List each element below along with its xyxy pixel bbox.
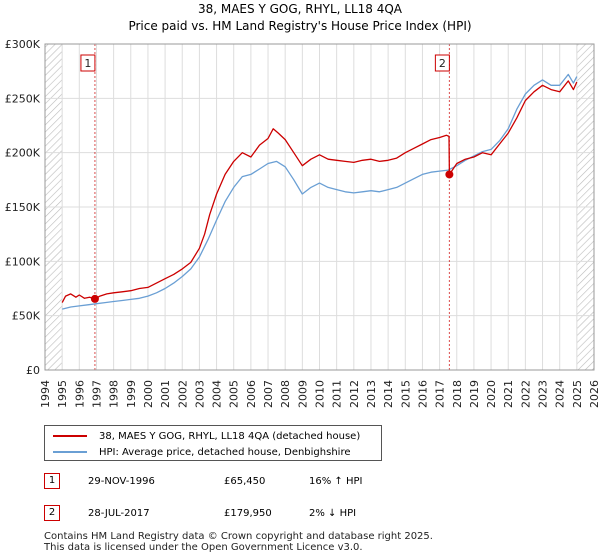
property-price-line [61, 80, 578, 303]
x-tick-label: 2001 [159, 380, 172, 408]
x-tick-label: 2014 [382, 380, 395, 408]
x-tick-label: 2020 [485, 380, 498, 408]
legend-item-hpi: HPI: Average price, detached house, Denb… [53, 445, 350, 459]
sale-marker-badge: 2 [44, 505, 60, 521]
x-tick-label: 2013 [365, 380, 378, 408]
sale-point [445, 170, 454, 179]
y-tick-label: £100K [5, 255, 41, 268]
x-tick-label: 2021 [502, 380, 515, 408]
sale-label-text: 2 [439, 57, 446, 70]
sale-date: 29-NOV-1996 [88, 475, 155, 487]
x-tick-label: 2018 [451, 380, 464, 408]
footer-line-2: This data is licensed under the Open Gov… [44, 542, 363, 553]
legend-label-property: 38, MAES Y GOG, RHYL, LL18 4QA (detached… [99, 430, 361, 442]
sale-date: 28-JUL-2017 [88, 507, 150, 519]
sale-price: £65,450 [224, 475, 266, 487]
x-tick-label: 2011 [331, 380, 344, 408]
x-tick-label: 1997 [90, 380, 103, 408]
legend-swatch-property [53, 435, 87, 437]
x-tick-label: 1996 [73, 380, 86, 408]
x-tick-label: 2003 [193, 380, 206, 408]
sale-label-box [434, 54, 450, 72]
x-tick-label: 2004 [211, 380, 224, 408]
chart-legend: 38, MAES Y GOG, RHYL, LL18 4QA (detached… [44, 425, 382, 461]
sale-label-box [80, 54, 96, 72]
legend-swatch-hpi [53, 451, 87, 453]
x-tick-label: 2006 [245, 380, 258, 408]
x-tick-label: 1998 [108, 380, 121, 408]
x-tick-label: 2000 [142, 380, 155, 408]
x-tick-label: 2010 [314, 380, 327, 408]
x-tick-label: 2015 [399, 380, 412, 408]
sale-hpi-diff: 16% ↑ HPI [309, 475, 363, 487]
x-tick-label: 2005 [228, 380, 241, 408]
x-tick-label: 2016 [416, 380, 429, 408]
x-tick-label: 2024 [554, 380, 567, 408]
legend-item-property: 38, MAES Y GOG, RHYL, LL18 4QA (detached… [53, 429, 360, 443]
y-tick-label: £50K [12, 310, 41, 323]
y-tick-label: £0 [26, 364, 40, 377]
x-tick-label: 2002 [176, 380, 189, 408]
x-tick-label: 1999 [125, 380, 138, 408]
hpi-line [62, 73, 578, 310]
x-tick-label: 2007 [262, 380, 275, 408]
x-tick-label: 2008 [279, 380, 292, 408]
x-tick-label: 2009 [296, 380, 309, 408]
y-tick-label: £250K [5, 92, 41, 105]
sale-marker-badge: 1 [44, 473, 60, 489]
legend-label-hpi: HPI: Average price, detached house, Denb… [99, 446, 351, 458]
plot-frame [44, 43, 595, 371]
sale-point [90, 294, 99, 303]
sale-hpi-diff: 2% ↓ HPI [309, 507, 357, 519]
x-tick-label: 2012 [348, 380, 361, 408]
chart-title: 38, MAES Y GOG, RHYL, LL18 4QA [198, 2, 403, 16]
x-tick-label: 1995 [56, 380, 69, 408]
sale-label-text: 1 [84, 57, 91, 70]
plot-area: £0 £50K £100K £150K £200K £250K £300K 1994 1995 1… [5, 38, 600, 408]
x-tick-label: 2017 [434, 380, 447, 408]
footer-attribution: Contains HM Land Registry data © Crown c… [44, 531, 433, 553]
x-tick-label: 2019 [468, 380, 481, 408]
chart-subtitle: Price paid vs. HM Land Registry's House … [128, 19, 471, 33]
y-tick-label: £300K [5, 38, 41, 51]
x-tick-label: 2023 [537, 380, 550, 408]
x-tick-label: 2022 [519, 380, 532, 408]
x-tick-label: 1994 [39, 380, 52, 408]
footer-line-1: Contains HM Land Registry data © Crown c… [44, 531, 433, 542]
x-tick-label: 2026 [588, 380, 600, 408]
y-tick-label: £150K [5, 201, 41, 214]
x-tick-label: 2025 [571, 380, 584, 408]
price-chart: 38, MAES Y GOG, RHYL, LL18 4QA Price pai… [5, 2, 600, 408]
sale-price: £179,950 [224, 507, 272, 519]
y-tick-label: £200K [5, 147, 41, 160]
